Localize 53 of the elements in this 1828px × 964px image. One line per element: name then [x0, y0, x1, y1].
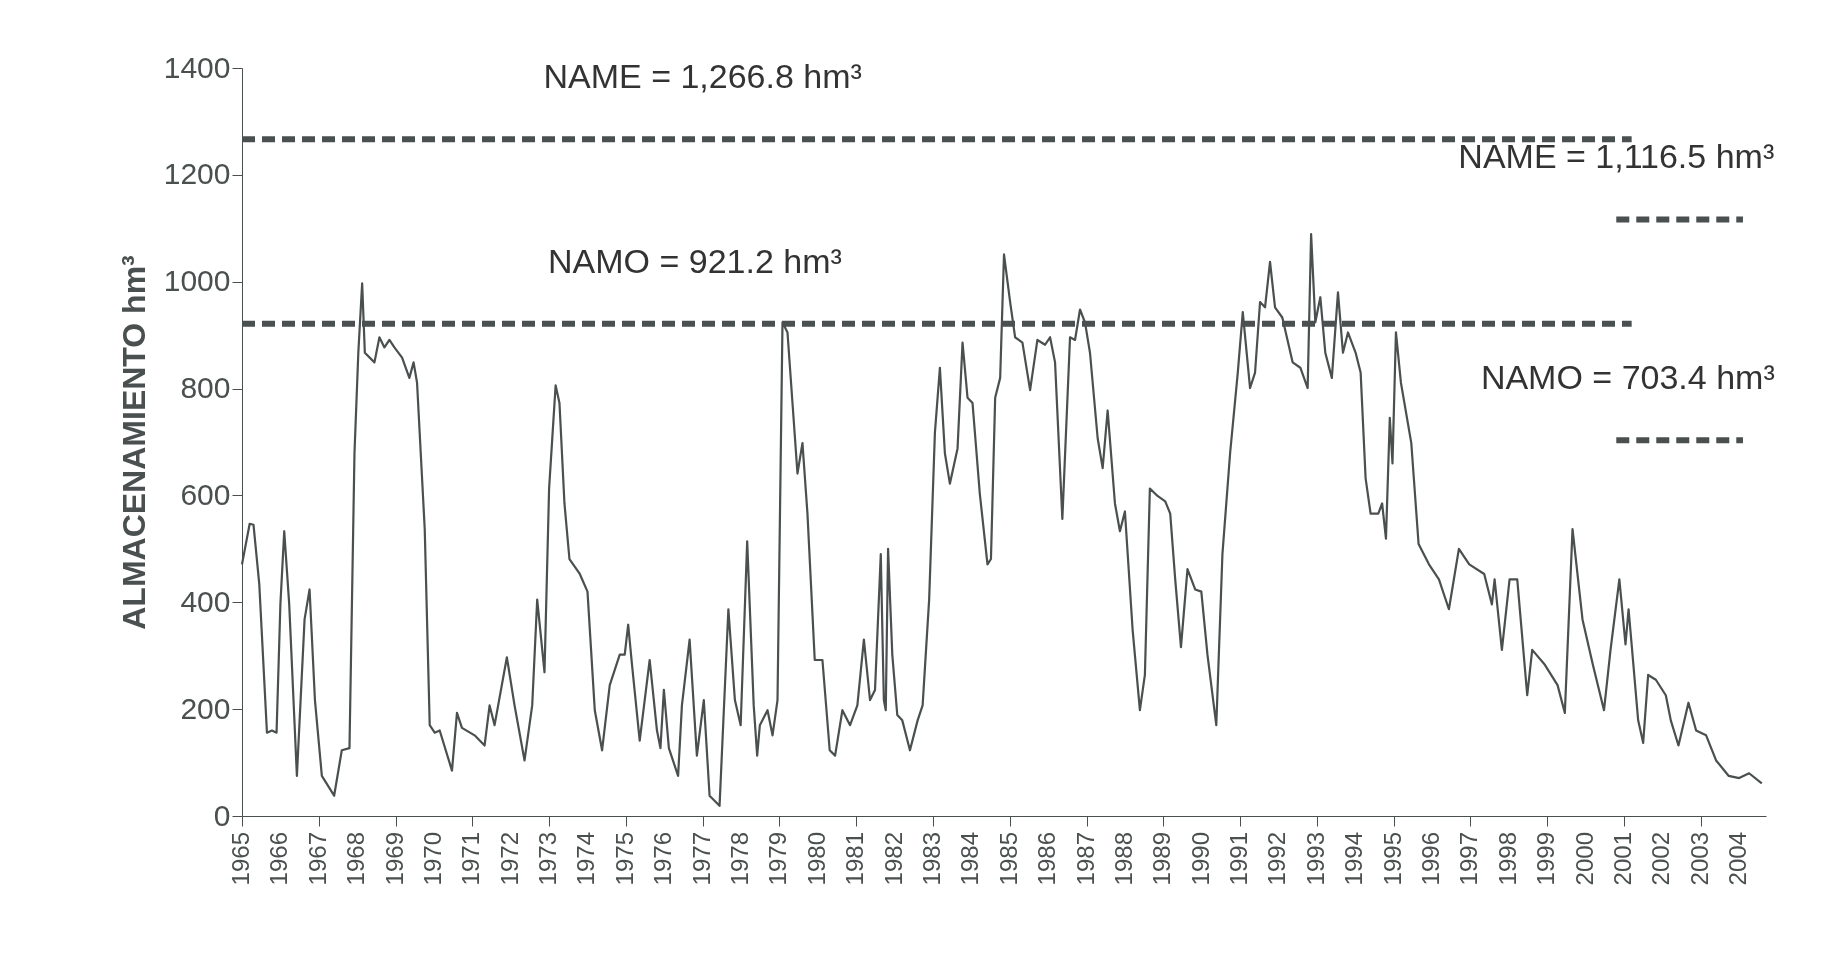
x-tick-label: 1987 — [1071, 832, 1099, 886]
y-axis-title: ALMACENAMIENTO hm³ — [115, 255, 152, 630]
x-tick-label: 2003 — [1685, 832, 1713, 886]
y-tick-label: 1200 — [163, 157, 231, 191]
x-tick-label: 1983 — [917, 832, 945, 886]
x-tick-label: 1980 — [802, 832, 830, 886]
x-tick-label: 1994 — [1340, 832, 1368, 886]
x-tick-label: 1982 — [879, 832, 907, 886]
x-tick-label: 2001 — [1608, 832, 1636, 886]
x-tick-label: 1993 — [1301, 832, 1329, 886]
x-tick-label: 1999 — [1532, 832, 1560, 886]
y-tick-label: 400 — [180, 584, 231, 618]
x-tick-label: 1978 — [726, 832, 754, 886]
x-tick-label: 1975 — [610, 832, 638, 886]
x-tick-label: 1992 — [1263, 832, 1291, 886]
x-tick-label: 1995 — [1378, 832, 1406, 886]
x-tick-label: 1998 — [1493, 832, 1521, 886]
annotation: NAME = 1,116.5 hm³ — [1458, 137, 1775, 176]
x-tick-label: 2004 — [1724, 832, 1752, 886]
x-tick-label: 1976 — [649, 832, 677, 886]
x-tick-label: 1989 — [1148, 832, 1176, 886]
x-tick-label: 1966 — [265, 832, 293, 886]
x-tick-label: 1996 — [1417, 832, 1445, 886]
x-tick-label: 1970 — [418, 832, 446, 886]
x-tick-label: 1990 — [1186, 832, 1214, 886]
x-tick-label: 1971 — [457, 832, 485, 886]
x-tick-label: 1988 — [1109, 832, 1137, 886]
y-tick-label: 0 — [213, 798, 231, 832]
x-tick-label: 1974 — [572, 832, 600, 886]
x-tick-label: 1981 — [841, 832, 869, 886]
x-tick-label: 1984 — [956, 832, 984, 886]
y-tick-label: 800 — [180, 371, 231, 405]
y-tick-label: 600 — [180, 477, 231, 511]
x-tick-label: 2002 — [1647, 832, 1675, 886]
x-tick-label: 1997 — [1455, 832, 1483, 886]
x-tick-label: 1969 — [380, 832, 408, 886]
x-tick-label: 1979 — [764, 832, 792, 886]
annotation: NAMO = 921.2 hm³ — [548, 241, 842, 280]
x-tick-label: 1965 — [227, 832, 254, 886]
x-tick-label: 1991 — [1225, 832, 1253, 886]
x-tick-label: 1986 — [1033, 832, 1061, 886]
x-tick-label: 1972 — [495, 832, 523, 886]
annotation: NAME = 1,266.8 hm³ — [543, 57, 862, 96]
x-tick-label: 1968 — [342, 832, 370, 886]
y-tick-label: 200 — [180, 691, 231, 725]
y-tick-label: 1000 — [163, 264, 231, 298]
annotation: NAMO = 703.4 hm³ — [1480, 358, 1775, 397]
y-tick-label: 1400 — [163, 50, 231, 84]
x-tick-label: 1977 — [687, 832, 715, 886]
x-tick-label: 1973 — [534, 832, 562, 886]
x-tick-label: 1985 — [994, 832, 1022, 886]
x-tick-label: 1967 — [303, 832, 331, 886]
x-tick-label: 2000 — [1570, 832, 1598, 886]
